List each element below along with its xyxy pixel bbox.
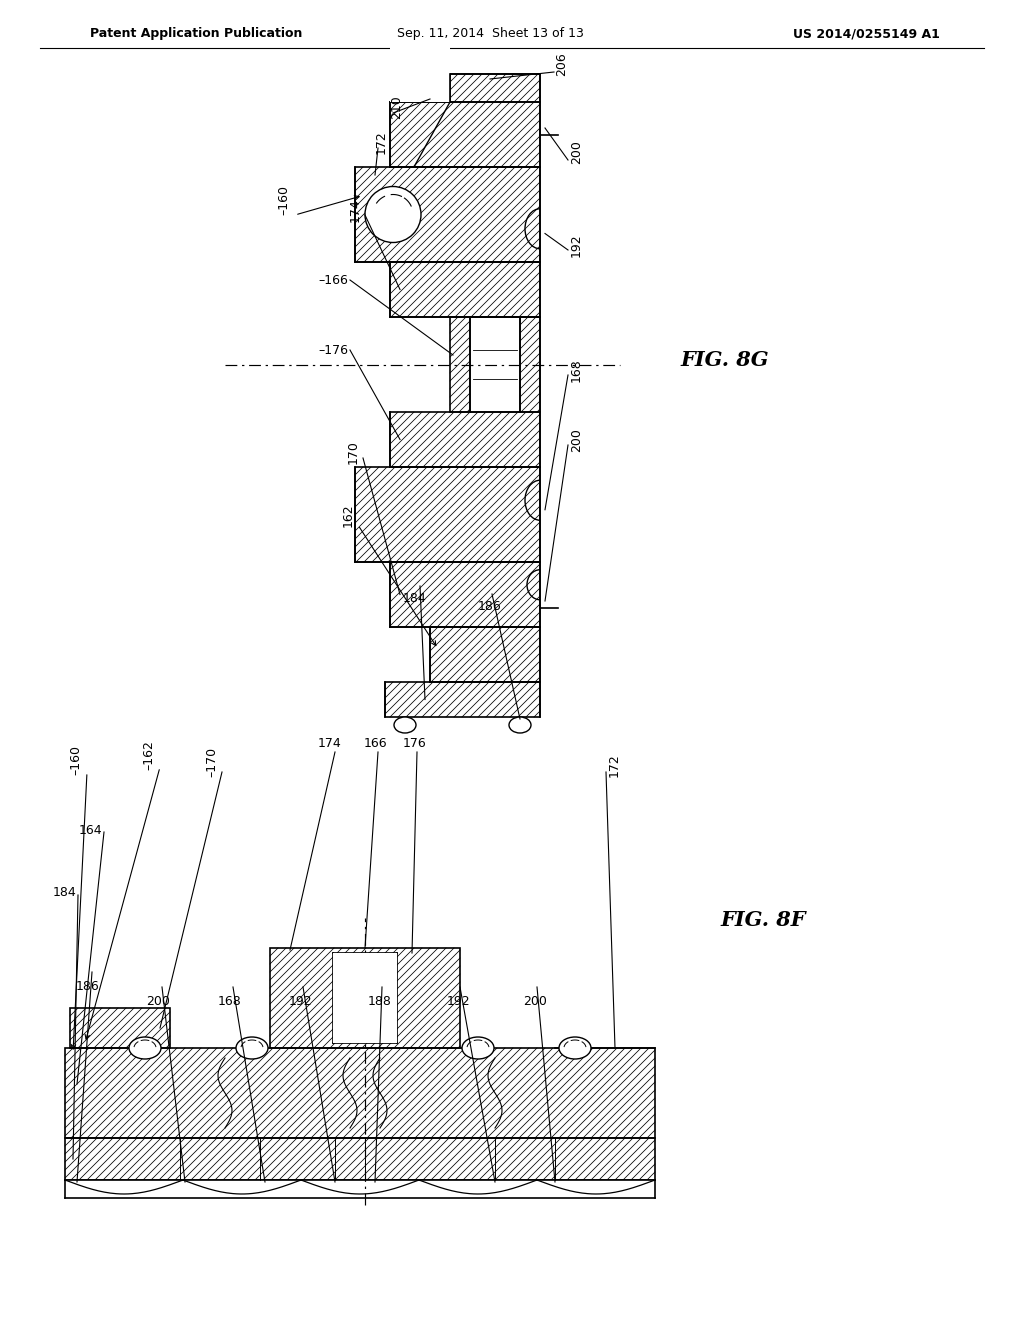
Text: 168: 168 (570, 358, 583, 381)
Text: 164: 164 (79, 824, 102, 837)
Text: 174: 174 (349, 198, 362, 222)
Bar (390, 412, 540, 467)
Text: US 2014/0255149 A1: US 2014/0255149 A1 (794, 28, 940, 41)
Text: 184: 184 (52, 886, 76, 899)
Bar (270, 948, 460, 1048)
Text: –176: –176 (318, 343, 348, 356)
Text: –160: –160 (69, 744, 82, 775)
Text: 176: 176 (403, 737, 427, 750)
Text: 188: 188 (368, 995, 392, 1008)
Text: 162: 162 (342, 503, 355, 527)
Text: FIG. 8F: FIG. 8F (720, 909, 806, 931)
Bar (270, 948, 460, 1048)
Ellipse shape (394, 717, 416, 733)
Bar (390, 412, 540, 467)
Ellipse shape (236, 1038, 268, 1059)
Text: 172: 172 (375, 131, 388, 154)
Text: FIG. 8G: FIG. 8G (680, 350, 769, 370)
Bar (430, 627, 540, 682)
Text: 186: 186 (478, 601, 502, 612)
Text: 172: 172 (608, 754, 621, 777)
Bar (333, 953, 397, 1043)
Bar (470, 317, 520, 412)
Bar (70, 1008, 170, 1048)
Bar (65, 1048, 655, 1138)
Text: 192: 192 (288, 995, 312, 1008)
Bar (390, 261, 540, 317)
Bar (390, 9, 450, 102)
Text: 168: 168 (218, 995, 242, 1008)
Bar (385, 682, 540, 717)
Text: 170: 170 (347, 440, 360, 463)
Ellipse shape (129, 1038, 161, 1059)
Bar (70, 1008, 170, 1048)
Bar (450, 317, 470, 412)
Text: 200: 200 (570, 428, 583, 451)
Text: 184: 184 (403, 591, 427, 605)
Bar (450, 74, 540, 102)
Bar (65, 1048, 655, 1138)
Bar (65, 1138, 655, 1180)
Ellipse shape (559, 1038, 591, 1059)
Ellipse shape (365, 186, 421, 243)
Bar (390, 102, 540, 168)
Text: 200: 200 (523, 995, 547, 1008)
Bar (390, 261, 540, 317)
Text: 200: 200 (146, 995, 170, 1008)
Bar (390, 102, 540, 168)
Text: –170: –170 (205, 747, 218, 777)
Text: 174: 174 (318, 737, 342, 750)
Bar (450, 74, 540, 102)
Text: 192: 192 (446, 995, 470, 1008)
Bar (385, 682, 540, 717)
Text: 186: 186 (76, 979, 100, 993)
Text: 210: 210 (390, 95, 403, 119)
Bar (65, 1138, 655, 1180)
Text: –166: –166 (318, 273, 348, 286)
Bar (355, 467, 540, 562)
Text: 206: 206 (555, 51, 568, 75)
Text: Patent Application Publication: Patent Application Publication (90, 28, 302, 41)
Bar (520, 317, 540, 412)
Bar (355, 467, 540, 562)
Text: 192: 192 (570, 234, 583, 257)
Text: 166: 166 (364, 737, 387, 750)
Bar (390, 562, 540, 627)
Bar (355, 168, 540, 261)
Text: –160: –160 (278, 185, 290, 215)
Bar (450, 317, 470, 412)
Bar (390, 562, 540, 627)
Bar (355, 168, 540, 261)
Text: Sep. 11, 2014  Sheet 13 of 13: Sep. 11, 2014 Sheet 13 of 13 (396, 28, 584, 41)
Ellipse shape (462, 1038, 494, 1059)
Bar (65, 1180, 655, 1210)
Text: –162: –162 (142, 741, 155, 770)
Ellipse shape (509, 717, 531, 733)
Bar (430, 627, 540, 682)
Text: 200: 200 (570, 140, 583, 164)
Bar (520, 317, 540, 412)
